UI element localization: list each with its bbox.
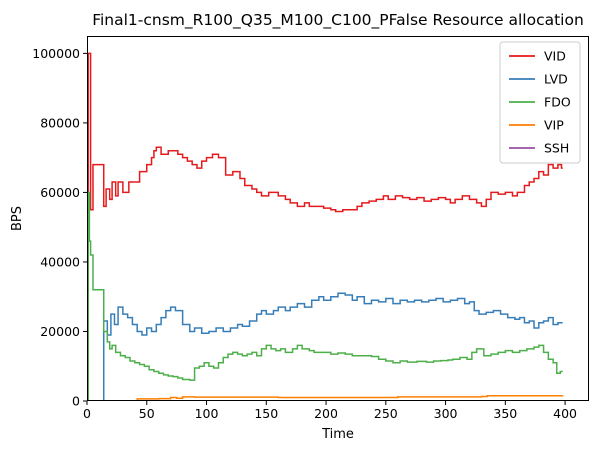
x-tick-label: 250 [374,406,398,421]
y-axis: 0 20000 40000 60000 80000 100000 [32,46,87,409]
series-line-lvd [87,292,563,401]
x-tick-label: 0 [83,406,91,421]
legend-label-vid: VID [544,49,566,64]
y-tick-label: 20000 [40,324,80,339]
y-axis-label: BPS [10,206,25,231]
y-tick-label: 100000 [32,46,80,61]
plot-area [87,36,589,401]
x-tick-label: 200 [314,406,338,421]
x-axis: 0 50 100 150 200 250 300 350 400 [83,401,577,421]
y-tick-label: 40000 [40,254,80,269]
legend-label-ssh: SSH [544,141,569,156]
series-line-vip [87,395,564,401]
y-tick-label: 80000 [40,115,80,130]
chart-title: Final1-cnsm_R100_Q35_M100_C100_PFalse Re… [92,11,584,30]
x-tick-label: 150 [254,406,278,421]
plot-frame [87,36,589,401]
x-tick-label: 100 [195,406,219,421]
y-tick-label: 60000 [40,185,80,200]
legend-label-lvd: LVD [544,72,568,87]
x-tick-label: 350 [493,406,517,421]
legend-box [499,41,581,164]
series-layer [87,52,564,401]
series-line-fdo [87,191,563,401]
series-line-vid [87,52,563,401]
legend: VID LVD FDO VIP SSH [499,41,581,164]
y-tick-label: 0 [72,394,80,409]
x-tick-label: 50 [139,406,155,421]
legend-label-vip: VIP [544,118,564,133]
x-tick-label: 400 [553,406,577,421]
x-tick-label: 300 [434,406,458,421]
legend-label-fdo: FDO [544,95,571,110]
x-axis-label: Time [321,427,354,442]
